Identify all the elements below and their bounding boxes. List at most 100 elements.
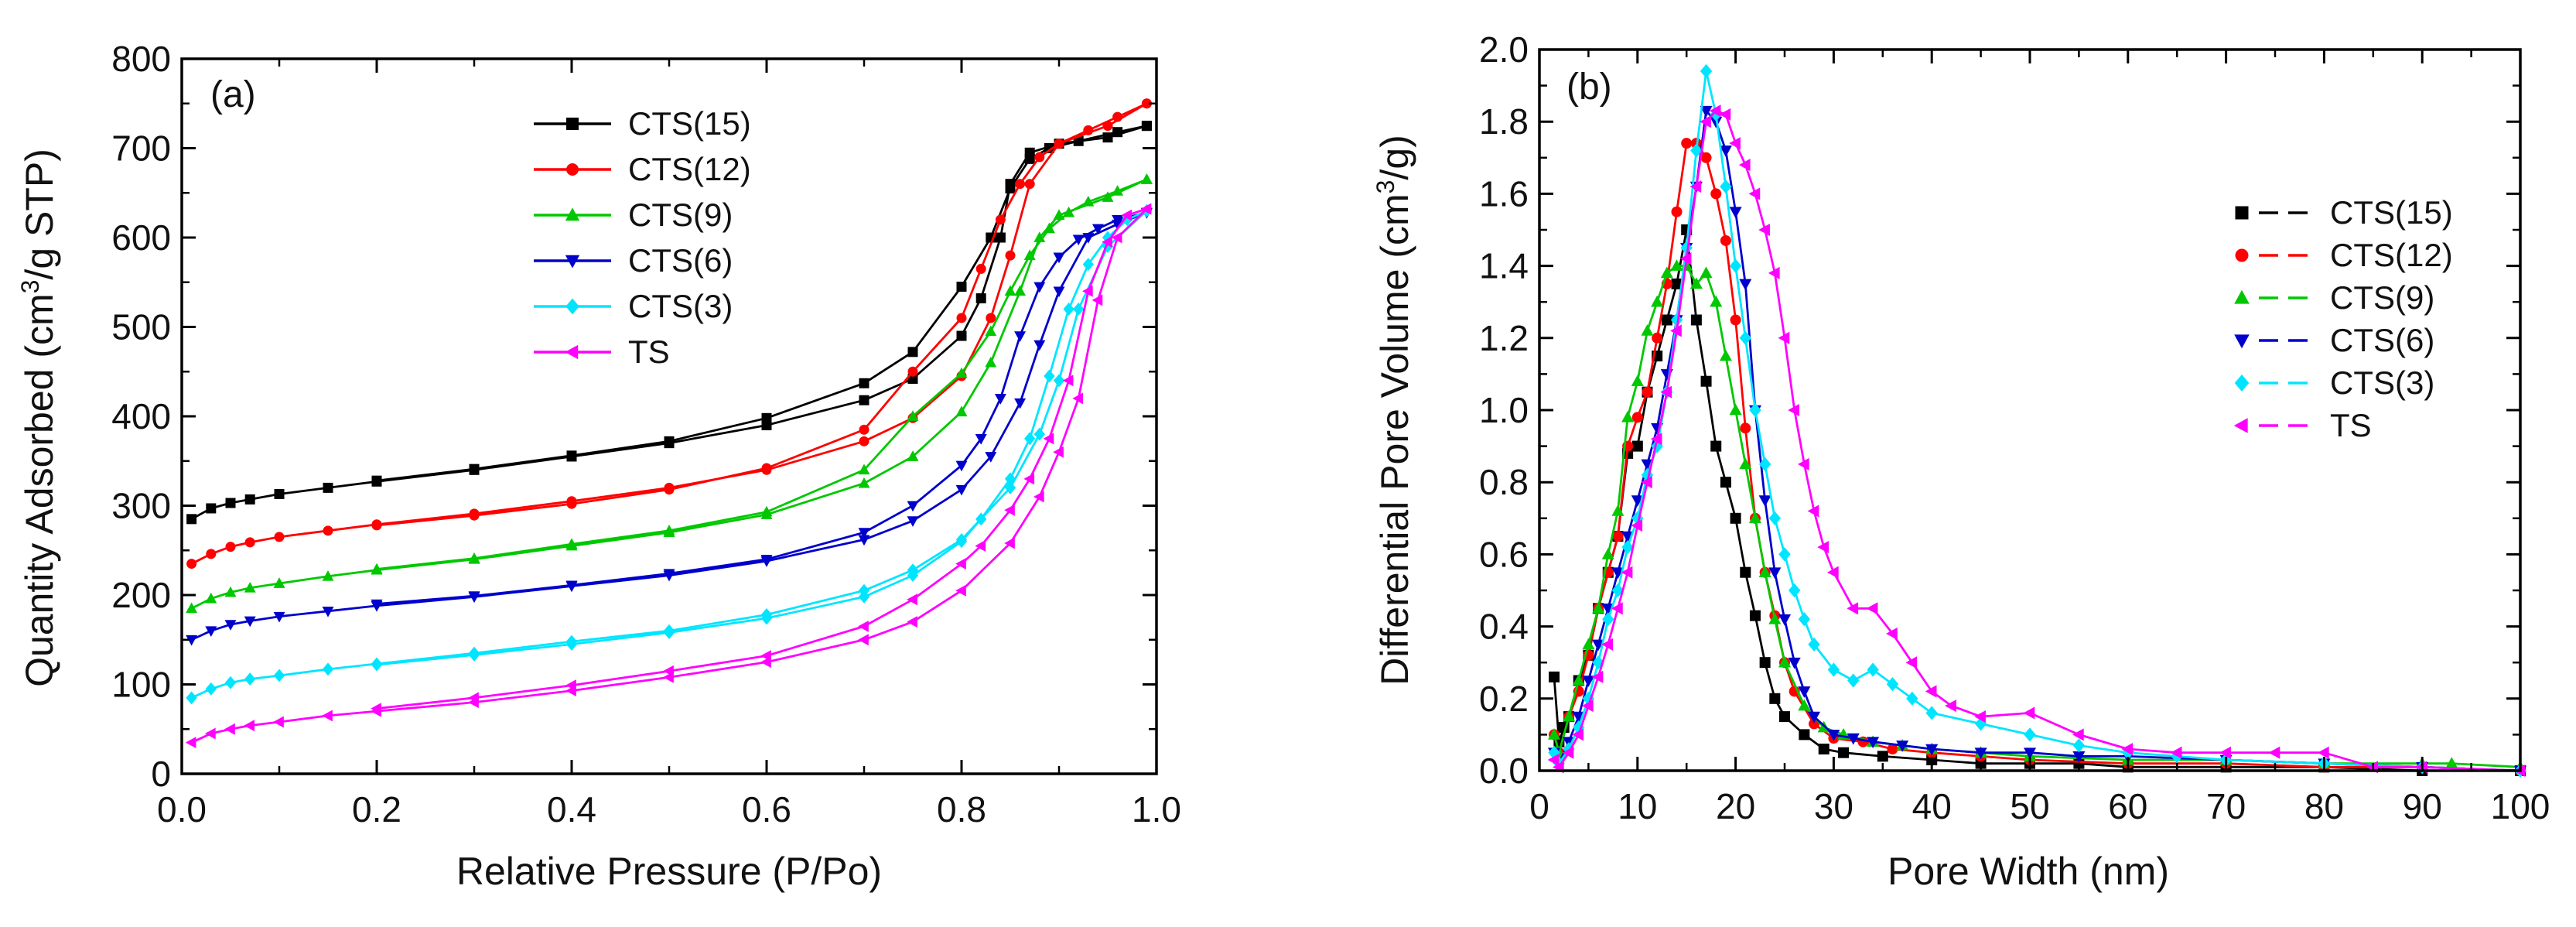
data-point bbox=[1710, 188, 1722, 200]
legend-marker bbox=[565, 298, 579, 315]
data-point bbox=[1033, 282, 1046, 293]
data-point bbox=[1004, 537, 1015, 549]
data-point bbox=[975, 512, 987, 526]
data-point bbox=[956, 330, 967, 341]
x-tick-label-b: 30 bbox=[1814, 786, 1853, 826]
legend-entry-cts-15: CTS(15) bbox=[2235, 194, 2453, 231]
data-point bbox=[1818, 744, 1830, 755]
data-point bbox=[1808, 637, 1820, 652]
panel-b-y-axis-title: Differential Pore Volume (cm3/g) bbox=[1372, 135, 1416, 686]
data-point bbox=[1740, 422, 1751, 434]
data-point bbox=[1799, 729, 1810, 741]
series-cts-9-a bbox=[186, 173, 1153, 614]
data-point bbox=[1612, 531, 1624, 542]
data-point bbox=[371, 563, 383, 574]
data-point bbox=[371, 475, 382, 486]
data-point bbox=[2023, 706, 2035, 720]
data-point bbox=[1758, 566, 1771, 577]
panel-b-x-axis-title: Pore Width (nm) bbox=[1888, 850, 2169, 893]
y-tick-label-b: 1.4 bbox=[1479, 246, 1529, 286]
data-point bbox=[1710, 295, 1723, 307]
data-point bbox=[2268, 746, 2280, 759]
y-tick-label-a: 0 bbox=[151, 754, 171, 794]
data-point bbox=[1847, 733, 1860, 745]
data-point bbox=[323, 525, 333, 536]
data-point bbox=[1023, 473, 1035, 485]
data-point bbox=[1679, 252, 1692, 265]
data-point bbox=[565, 538, 578, 549]
data-point bbox=[1112, 111, 1123, 122]
data-point bbox=[468, 552, 480, 563]
data-point bbox=[205, 682, 217, 696]
data-point bbox=[1758, 223, 1770, 237]
data-point bbox=[1709, 104, 1721, 118]
data-point bbox=[907, 450, 919, 461]
data-point bbox=[1631, 495, 1644, 507]
legend-label: TS bbox=[2330, 407, 2372, 443]
series-ts-b bbox=[1547, 104, 2526, 778]
data-point bbox=[1700, 375, 1712, 387]
panel-b: 0 10 20 30 40 50 60 70 80 90 100 0.0 0.2 0.4 0.6 0.8 1.0… bbox=[1372, 29, 2550, 893]
data-point bbox=[1033, 340, 1046, 351]
data-point bbox=[2072, 728, 2084, 741]
data-point bbox=[1779, 711, 1790, 723]
data-point bbox=[1053, 286, 1065, 298]
data-point bbox=[1549, 671, 1560, 682]
data-point bbox=[1886, 677, 1899, 692]
x-tick-label-b: 40 bbox=[1912, 786, 1952, 826]
x-tick-label-a: 1.0 bbox=[1132, 789, 1181, 830]
data-point bbox=[1877, 751, 1888, 762]
x-tick-label-b: 10 bbox=[1618, 786, 1657, 826]
legend-marker bbox=[565, 207, 580, 221]
data-point bbox=[1925, 744, 1939, 756]
data-point bbox=[1631, 440, 1643, 452]
legend-label: CTS(12) bbox=[628, 151, 751, 187]
data-point bbox=[907, 366, 918, 377]
data-point bbox=[1700, 63, 1713, 79]
data-point bbox=[1748, 187, 1761, 200]
data-point bbox=[1817, 541, 1830, 554]
data-point bbox=[1004, 285, 1016, 296]
x-tick-label-b: 60 bbox=[2108, 786, 2147, 826]
data-point bbox=[1730, 512, 1741, 524]
data-point bbox=[371, 658, 383, 672]
data-point bbox=[2219, 746, 2231, 759]
panel-a-label: (a) bbox=[210, 74, 256, 115]
y-tick-label-a: 300 bbox=[111, 486, 171, 526]
legend-entry-cts-6: CTS(6) bbox=[534, 242, 733, 279]
x-tick-label-b: 0 bbox=[1529, 786, 1549, 826]
legend-label: TS bbox=[628, 334, 670, 370]
data-point bbox=[1582, 676, 1595, 687]
data-point bbox=[1720, 234, 1731, 246]
data-point bbox=[1738, 159, 1751, 172]
data-point bbox=[1739, 279, 1752, 291]
data-point bbox=[859, 395, 869, 405]
y-tick-label-a: 700 bbox=[111, 128, 171, 169]
series-line-desorption bbox=[376, 211, 1147, 605]
y-tick-label-a: 200 bbox=[111, 575, 171, 615]
data-point bbox=[1788, 583, 1801, 598]
data-point bbox=[225, 542, 236, 552]
data-point bbox=[1082, 258, 1094, 272]
data-point bbox=[469, 510, 480, 521]
data-point bbox=[955, 484, 968, 496]
data-point bbox=[1033, 491, 1044, 503]
legend-label: CTS(6) bbox=[628, 242, 733, 279]
data-point bbox=[565, 638, 578, 651]
y-tick-label-a: 500 bbox=[111, 307, 171, 347]
data-point bbox=[1024, 432, 1036, 446]
data-point bbox=[1582, 700, 1594, 713]
data-point bbox=[1062, 375, 1074, 387]
legend-marker bbox=[2234, 289, 2250, 304]
legend-label: CTS(15) bbox=[2330, 194, 2453, 231]
data-point bbox=[858, 477, 870, 488]
x-tick-label-b: 80 bbox=[2304, 786, 2344, 826]
data-point bbox=[761, 412, 772, 423]
data-point bbox=[186, 635, 198, 646]
panel-b-label: (b) bbox=[1566, 67, 1612, 108]
data-point bbox=[186, 602, 198, 614]
y-tick-label-b: 0.0 bbox=[1479, 751, 1529, 791]
data-point bbox=[1631, 412, 1643, 423]
x-tick-label-a: 0.0 bbox=[157, 789, 207, 830]
data-point bbox=[273, 716, 284, 728]
